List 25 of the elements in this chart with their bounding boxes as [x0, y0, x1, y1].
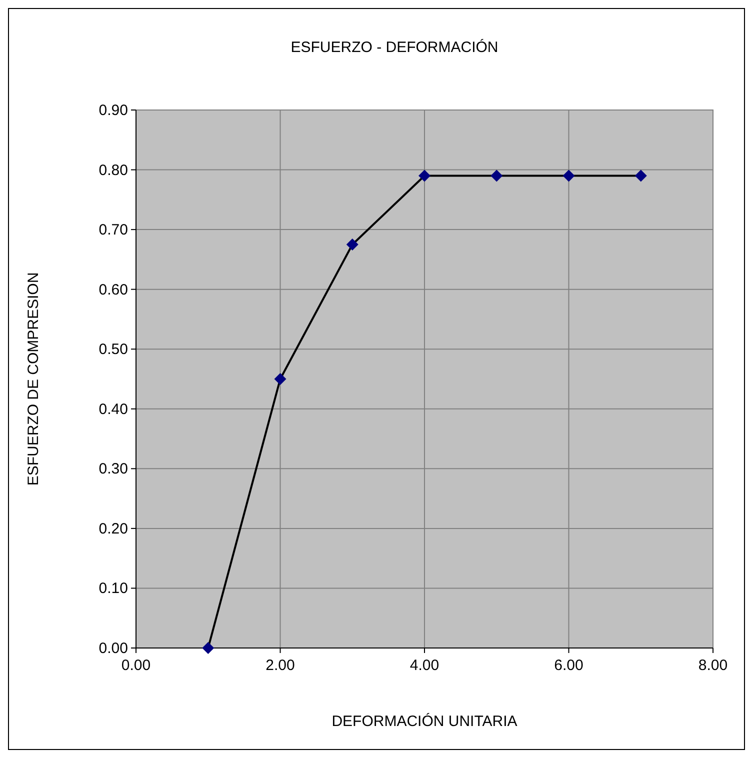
y-tick-label: 0.60 [98, 281, 128, 298]
y-tick-label: 0.40 [98, 400, 128, 418]
y-tick-label: 0.90 [98, 102, 128, 119]
x-tick-label: 4.00 [410, 657, 440, 674]
y-tick-label: 0.50 [98, 341, 128, 358]
point [634, 170, 647, 182]
point [562, 170, 575, 182]
point [202, 642, 214, 654]
y-tick-label: 0.30 [98, 460, 128, 478]
x-tick-label: 6.00 [554, 657, 584, 674]
y-axis-title: ESFUERZO DE COMPRESION [25, 272, 42, 486]
y-tick-label: 0.70 [98, 222, 128, 239]
y-tick-label: 0.20 [98, 520, 128, 538]
y-tick-label: 0.00 [98, 640, 128, 657]
x-tick-label: 0.00 [121, 657, 151, 674]
point [274, 373, 286, 385]
x-axis-title: DEFORMACIÓN UNITARIA [332, 712, 518, 730]
chart-title: ESFUERZO - DEFORMACIÓN [290, 38, 498, 56]
point [346, 238, 358, 250]
point [418, 170, 430, 182]
x-tick-label: 8.00 [698, 657, 728, 674]
x-tick-label: 2.00 [266, 657, 295, 674]
point [490, 170, 503, 182]
y-tick-label: 0.80 [98, 162, 128, 179]
y-tick-label: 0.10 [98, 580, 128, 598]
